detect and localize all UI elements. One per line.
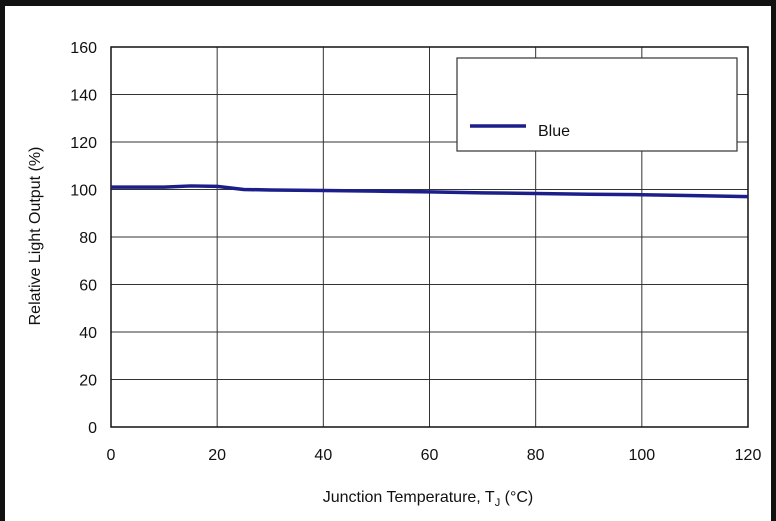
y-axis-label: Relative Light Output (%) [27,147,44,326]
y-tick-labels: 0 20 40 60 80 100 120 140 160 [70,40,97,437]
x-tick-label: 40 [314,447,332,464]
y-tick-label: 20 [79,373,97,390]
x-tick-label: 100 [628,447,655,464]
series-layer [111,184,749,199]
y-tick-label: 160 [70,40,97,57]
y-tick-label: 120 [70,135,97,152]
x-axis-label: Junction Temperature, TJ (°C) [323,489,534,509]
y-tick-label: 100 [70,183,97,200]
legend-label-blue: Blue [538,123,570,140]
x-axis-label-unit: (°C) [500,489,533,506]
legend: Blue [456,57,738,152]
plot-area-border [110,46,749,428]
x-tick-labels: 0 20 40 60 80 100 120 [107,447,762,464]
x-tick-label: 20 [208,447,226,464]
x-tick-label: 60 [421,447,439,464]
legend-box [456,57,738,152]
x-tick-label: 80 [527,447,545,464]
y-tick-label: 40 [79,325,97,342]
series-line-blue [111,184,749,199]
x-axis-label-subscript: J [495,497,501,509]
x-tick-label: 0 [107,447,116,464]
x-axis-label-main: Junction Temperature, T [323,489,495,506]
y-tick-label: 60 [79,278,97,295]
y-tick-label: 0 [88,420,97,437]
y-tick-label: 140 [70,88,97,105]
x-tick-label: 120 [735,447,762,464]
y-tick-label: 80 [79,230,97,247]
